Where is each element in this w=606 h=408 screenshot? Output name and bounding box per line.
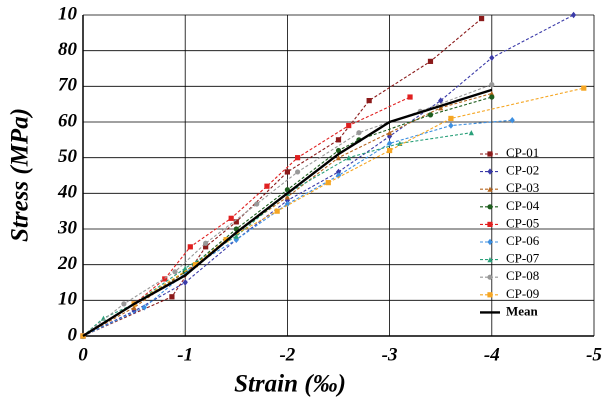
x-tick-label: -2 [279,344,295,365]
x-axis-label: Strain (‰) [234,371,346,398]
marker [335,147,342,154]
marker [489,94,495,100]
marker [489,54,495,61]
marker [487,238,493,246]
marker [438,97,444,104]
marker [284,200,290,208]
marker [366,98,372,104]
marker [489,81,495,88]
marker [187,244,193,250]
marker [203,244,209,250]
x-tick-label: -4 [484,344,500,365]
marker [468,130,474,136]
marker [478,15,485,22]
marker [335,168,342,176]
legend-label: CP-09 [506,286,539,301]
marker [254,201,260,207]
marker [448,115,454,122]
marker [169,294,175,300]
marker [570,11,577,19]
y-tick-label: 10 [58,289,78,310]
data-line [82,18,482,337]
marker [346,155,352,161]
marker [182,265,188,271]
y-tick-label: 30 [57,217,78,238]
y-tick-label: 60 [58,110,78,131]
x-tick-label: -3 [382,344,398,365]
marker [284,197,290,204]
legend-label: CP-08 [506,268,539,283]
legend-label: CP-06 [506,233,540,248]
marker [335,155,342,161]
marker [295,169,301,175]
marker [487,204,493,210]
legend-label: CP-05 [506,215,539,230]
marker [427,112,434,118]
legend-label: CP-03 [506,180,539,195]
marker [487,292,493,298]
legend-label: CP-04 [506,198,540,213]
y-tick-label: 0 [68,324,78,345]
data-line [82,88,493,338]
marker [141,304,147,311]
x-tick-label: -1 [177,344,193,365]
marker [346,122,352,129]
marker [407,94,413,100]
marker [487,168,493,175]
legend-label: CP-02 [506,163,539,178]
x-tick-label: -5 [586,344,602,365]
marker [264,183,270,189]
marker [387,133,393,140]
marker [172,269,178,275]
legend-label: CP-01 [506,145,539,160]
marker [233,219,239,225]
marker [192,262,199,268]
marker [438,105,444,111]
marker [182,279,188,286]
marker [284,169,290,175]
marker [284,194,290,200]
marker [121,301,127,307]
marker [233,233,239,239]
data-line [82,119,513,337]
y-tick-label: 80 [58,39,78,60]
marker [509,117,515,124]
y-axis-label: Stress (MPa) [7,108,34,242]
legend-label: Mean [506,303,539,318]
y-tick-label: 50 [58,146,78,167]
marker [427,58,434,64]
marker [295,155,301,161]
y-tick-label: 10 [58,3,78,24]
marker [581,85,587,91]
marker [487,221,493,227]
data-line [82,14,574,337]
marker [162,276,168,282]
marker [387,130,393,136]
marker [487,186,493,192]
legend-label: CP-07 [506,251,540,266]
marker [356,130,362,136]
marker [487,274,493,280]
y-tick-label: 40 [57,182,78,203]
marker [387,147,393,154]
data-line [82,132,472,337]
marker [228,215,234,221]
marker [448,122,454,129]
marker [131,304,137,311]
marker [274,208,280,214]
y-tick-label: 20 [57,253,78,274]
x-tick-label: 0 [78,344,88,365]
marker [335,137,342,143]
marker [487,257,493,263]
marker [387,140,393,147]
marker [203,240,209,246]
y-tick-label: 70 [58,75,78,96]
marker [489,90,495,97]
marker [487,151,493,157]
marker [325,180,331,186]
